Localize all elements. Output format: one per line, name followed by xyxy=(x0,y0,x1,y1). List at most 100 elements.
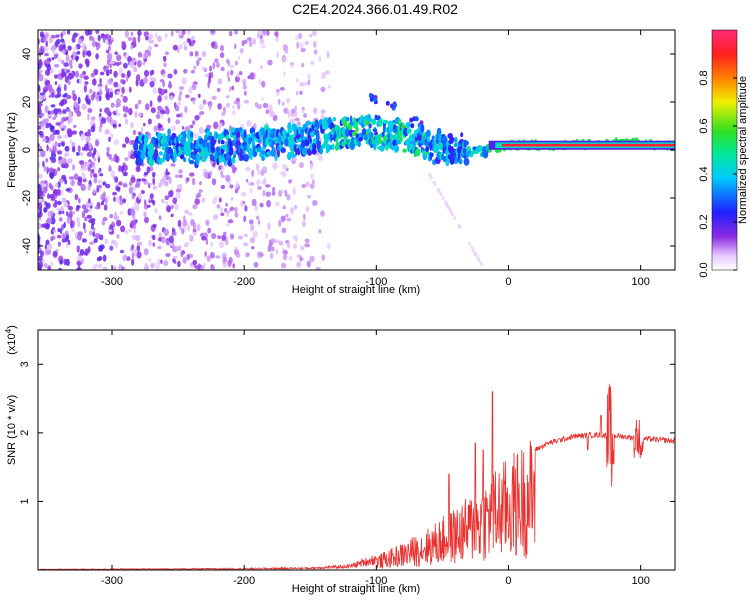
spectrogram-noise-point xyxy=(261,179,266,185)
spectrogram-noise-point xyxy=(89,88,93,94)
spectrogram-noise-point xyxy=(116,113,121,117)
spectrogram-noise-point xyxy=(93,263,99,268)
spectrogram-noise-point xyxy=(131,195,135,200)
spectrogram-noise-point xyxy=(288,255,293,261)
spectrogram-noise-point xyxy=(184,209,189,215)
spectrogram-noise-point xyxy=(118,165,122,172)
spectrogram-noise-point xyxy=(198,127,204,135)
spectrogram-ridge-point xyxy=(353,120,359,128)
spectrogram-noise-point xyxy=(171,204,174,210)
spectrogram-noise-point xyxy=(179,174,183,178)
spectrogram-noise-point xyxy=(99,173,104,177)
spectrogram-noise-point xyxy=(98,245,104,252)
spectrogram-noise-point xyxy=(265,232,268,239)
spectrogram-noise-point xyxy=(117,84,122,90)
spectrogram-noise-point xyxy=(110,36,114,41)
spectrogram-noise-point xyxy=(79,73,85,79)
spectrogram-noise-point xyxy=(69,210,73,218)
spectrogram-noise-point xyxy=(296,261,302,268)
spectrogram-noise-point xyxy=(113,81,119,88)
spectrogram-noise-point xyxy=(127,37,131,41)
spectrogram-noise-point xyxy=(203,262,206,268)
spectrogram-branch-point xyxy=(373,97,378,103)
spectrogram-ridge-point xyxy=(291,147,295,155)
spectrogram-noise-point xyxy=(320,109,326,114)
spectrogram-noise-point xyxy=(62,49,66,55)
spectrogram-noise-point xyxy=(257,220,261,225)
spectrogram-noise-point xyxy=(164,33,168,39)
spectrogram-noise-point xyxy=(453,216,457,220)
spectrogram-noise-point xyxy=(82,51,86,58)
spectrogram-noise-point xyxy=(51,92,55,98)
spectrogram-noise-point xyxy=(54,143,59,147)
spectrogram-noise-point xyxy=(90,125,96,133)
spectrogram-noise-point xyxy=(313,49,318,55)
spectrogram-noise-point xyxy=(107,78,113,85)
spectrogram-noise-point xyxy=(202,168,208,172)
spectrogram-noise-point xyxy=(179,90,183,96)
spectrogram-band-core xyxy=(501,143,675,147)
spectrogram-noise-point xyxy=(67,72,73,80)
spectrogram-noise-point xyxy=(118,123,122,128)
spectrogram-noise-point xyxy=(63,84,67,92)
spectrogram-ridge-point xyxy=(169,152,174,160)
spectrogram-ridge-point xyxy=(235,131,241,138)
spectrogram-noise-point xyxy=(122,183,128,188)
spectrogram-noise-point xyxy=(40,92,45,96)
spectrogram-noise-point xyxy=(165,171,171,176)
spectrogram-noise-point xyxy=(183,215,186,223)
spectrogram-noise-point xyxy=(142,61,146,66)
spectrogram-noise-point xyxy=(262,166,267,173)
spectrogram-noise-point xyxy=(55,129,60,135)
spectrogram-noise-point xyxy=(305,206,310,213)
spectrogram-noise-point xyxy=(143,171,149,176)
spectrogram-noise-point xyxy=(245,166,251,172)
spectrogram-ridge-point xyxy=(133,142,139,151)
spectrogram-noise-point xyxy=(432,180,436,185)
spectrogram-noise-point xyxy=(437,189,441,193)
spectrogram-noise-point xyxy=(278,219,282,228)
spectrogram-noise-point xyxy=(61,198,67,204)
spectrogram-noise-point xyxy=(246,119,252,127)
spectrogram-noise-point xyxy=(278,190,283,197)
spectrogram-noise-point xyxy=(50,45,56,52)
spectrogram-ridge-point xyxy=(326,143,331,153)
spectrogram-noise-point xyxy=(113,70,118,78)
spectrogram-noise-point xyxy=(449,209,453,213)
spectrogram-noise-point xyxy=(145,35,149,41)
spectrogram-noise-point xyxy=(40,223,46,228)
spectrogram-noise-point xyxy=(114,51,118,55)
spectrogram-noise-point xyxy=(121,165,125,173)
spectrogram-noise-point xyxy=(229,30,233,37)
spectrogram-noise-point xyxy=(265,109,270,115)
spectrogram-noise-point xyxy=(85,58,90,65)
spectrogram-noise-point xyxy=(112,191,117,196)
spectrogram-ridge-point xyxy=(277,149,280,158)
spectrogram-ridge-point xyxy=(464,140,469,146)
spectrogram-noise-point xyxy=(318,55,322,63)
spectrogram-noise-point xyxy=(152,171,156,178)
spectrogram-noise-point xyxy=(93,157,97,162)
spectrogram-noise-point xyxy=(172,197,178,204)
spectrogram-noise-point xyxy=(130,31,134,37)
spectrogram-noise-point xyxy=(220,184,226,190)
spectrogram-noise-point xyxy=(76,245,81,251)
spectrogram-noise-point xyxy=(99,95,102,102)
spectrogram-noise-point xyxy=(256,104,262,110)
spectrogram-noise-point xyxy=(38,84,41,91)
spectrogram-noise-point xyxy=(133,229,137,234)
spectrogram-marks xyxy=(38,30,675,270)
spectrogram-noise-point xyxy=(136,245,141,252)
spectrogram-noise-point xyxy=(115,219,122,227)
spectrogram-noise-point xyxy=(288,179,292,184)
spectrogram-noise-point xyxy=(160,127,165,132)
spectrogram-noise-point xyxy=(205,219,210,225)
spectrogram-noise-point xyxy=(80,183,86,192)
spectrogram-noise-point xyxy=(83,85,88,93)
spectrogram-noise-point xyxy=(45,158,49,163)
spectrogram-noise-point xyxy=(84,30,90,36)
spectrogram-noise-point xyxy=(73,101,79,108)
spectrogram-noise-point xyxy=(305,181,310,187)
spectrogram-noise-point xyxy=(112,119,118,125)
spectrogram-noise-point xyxy=(301,220,306,228)
